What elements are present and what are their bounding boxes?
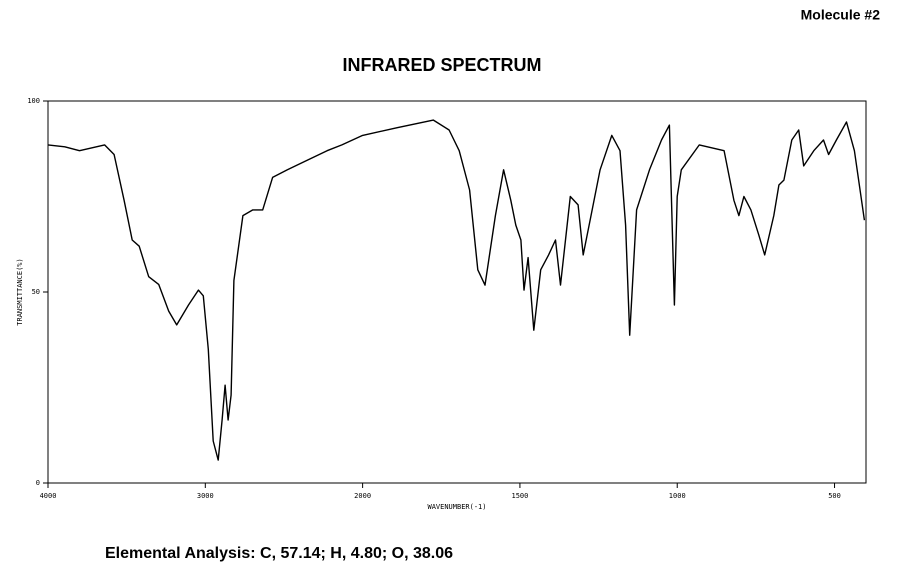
y-tick-label: 100 [27,97,40,105]
x-tick-label: 3000 [197,492,214,500]
x-tick-label: 1000 [669,492,686,500]
spectrum-line [47,119,866,461]
y-axis-label: TRANSMITTANCE(%) [16,258,24,325]
x-axis-label: WAVENUMBER(-1) [427,503,486,511]
x-tick-label: 500 [828,492,841,500]
chart-title: INFRARED SPECTRUM [342,55,541,75]
x-tick-label: 2000 [354,492,371,500]
molecule-label: Molecule #2 [801,7,881,23]
plot-frame [47,100,867,484]
y-tick-label: 0 [36,479,40,487]
elemental-analysis: Elemental Analysis: C, 57.14; H, 4.80; O… [105,545,453,562]
y-tick-label: 50 [32,288,40,296]
x-tick-label: 4000 [40,492,57,500]
x-tick-label: 1500 [511,492,528,500]
